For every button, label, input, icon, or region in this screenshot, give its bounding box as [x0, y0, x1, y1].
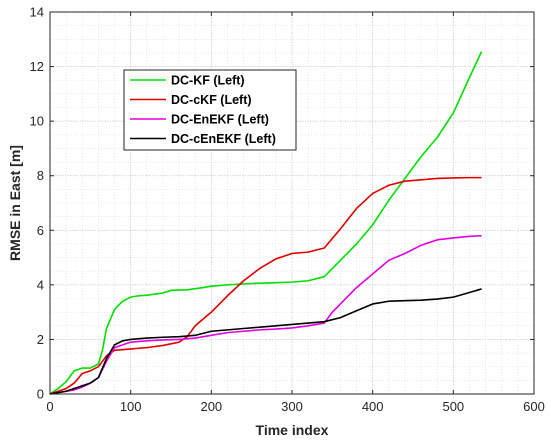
y-tick-label: 0 [37, 387, 44, 402]
y-tick-label: 6 [37, 223, 44, 238]
series-line-2 [49, 176, 482, 395]
series-line-4 [49, 288, 482, 395]
y-tick-label: 4 [37, 277, 44, 292]
legend: DC-KF (Left) DC-cKF (Left) DC-EnEKF (Left)… [123, 69, 297, 151]
y-tick-label: 8 [37, 168, 44, 183]
series-layer [49, 51, 483, 395]
x-axis-label: Time index [256, 422, 329, 438]
y-axis-label: RMSE in East [m] [7, 145, 23, 261]
x-tick-label: 200 [200, 399, 222, 414]
y-tick-label: 12 [30, 59, 44, 74]
legend-label-4: DC-cEnEKF (Left) [171, 132, 276, 146]
x-tick-label: 300 [281, 399, 303, 414]
y-tick-label: 2 [37, 332, 44, 347]
x-tick-label: 600 [523, 399, 545, 414]
ticks-layer: 0 100 200 300 400 500 600 0 2 4 6 8 10 12 14 [30, 5, 545, 415]
x-tick-label: 400 [362, 399, 384, 414]
y-tick-label: 14 [30, 5, 44, 20]
x-tick-label: 0 [46, 399, 53, 414]
legend-label-1: DC-KF (Left) [171, 74, 245, 88]
legend-label-2: DC-cKF (Left) [171, 93, 252, 107]
x-tick-label: 100 [120, 399, 142, 414]
series-line-1 [49, 51, 483, 395]
legend-label-3: DC-EnEKF (Left) [171, 113, 269, 127]
legend-box [123, 69, 297, 151]
y-tick-label: 10 [30, 114, 44, 129]
x-tick-label: 500 [442, 399, 464, 414]
